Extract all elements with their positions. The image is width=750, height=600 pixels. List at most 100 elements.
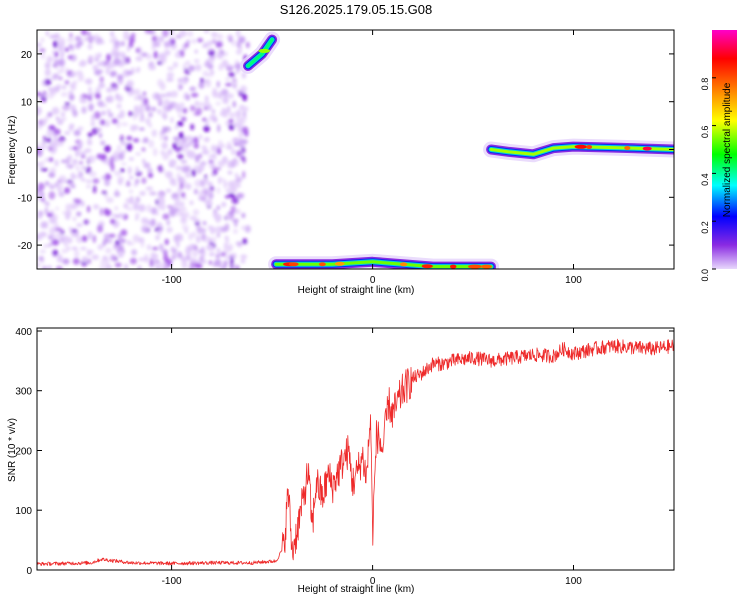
noise-blob (106, 257, 110, 266)
noise-blob (60, 50, 65, 57)
noise-blob (215, 42, 223, 48)
noise-blob (110, 49, 117, 58)
noise-blob (127, 111, 134, 117)
noise-blob (97, 244, 104, 251)
noise-blob (47, 111, 53, 118)
noise-blob (148, 139, 155, 148)
noise-blob (170, 246, 175, 253)
noise-blob (121, 122, 129, 126)
tone-hotspot (450, 264, 457, 269)
noise-blob (39, 231, 47, 238)
noise-blob (177, 121, 184, 127)
y-tick-label: 20 (21, 50, 33, 61)
noise-blob (44, 157, 50, 162)
noise-blob (75, 70, 83, 76)
noise-blob (86, 258, 92, 264)
noise-blob (225, 83, 233, 87)
noise-blob (158, 243, 164, 251)
noise-blob (123, 202, 129, 209)
noise-blob (191, 169, 197, 177)
noise-blob (151, 246, 159, 251)
noise-blob (141, 217, 148, 224)
noise-blob (98, 132, 103, 139)
noise-blob (155, 234, 160, 241)
noise-blob (100, 259, 107, 266)
noise-blob (153, 50, 158, 59)
noise-blob (138, 50, 144, 56)
noise-blob (169, 207, 177, 216)
noise-blob (95, 128, 102, 132)
noise-blob (39, 191, 45, 198)
noise-blob (58, 76, 63, 81)
noise-blob (180, 160, 188, 164)
x-tick-label: 0 (370, 576, 376, 587)
noise-blob (44, 62, 51, 69)
noise-blob (37, 234, 41, 241)
noise-blob (166, 77, 174, 82)
noise-blob (225, 213, 232, 220)
noise-blob (127, 200, 135, 205)
noise-blob (77, 143, 83, 150)
noise-blob (230, 256, 234, 265)
noise-blob (210, 186, 214, 191)
noise-blob (224, 195, 231, 199)
noise-blob (112, 44, 120, 49)
noise-blob (109, 254, 117, 262)
noise-blob (166, 219, 171, 226)
noise-blob (63, 242, 68, 247)
noise-blob (88, 39, 93, 44)
noise-blob (181, 225, 189, 231)
noise-blob (48, 172, 56, 178)
noise-blob (182, 107, 188, 114)
noise-blob (67, 73, 73, 78)
noise-blob (61, 85, 67, 90)
noise-blob (241, 139, 248, 145)
noise-blob (139, 191, 146, 196)
noise-blob (126, 80, 134, 88)
noise-blob (51, 107, 60, 115)
noise-blob (181, 261, 188, 269)
noise-blob (123, 263, 129, 269)
noise-blob (52, 73, 59, 80)
noise-blob (50, 226, 57, 230)
spectrogram-y-ticks: -20 -10 0 10 20 (18, 50, 674, 252)
noise-blob (113, 150, 119, 156)
noise-blob (68, 90, 74, 96)
noise-blob (236, 49, 242, 55)
noise-blob (228, 181, 235, 189)
noise-blob (194, 100, 199, 107)
noise-blob (237, 194, 244, 200)
noise-blob (120, 41, 125, 47)
noise-blob (64, 102, 71, 106)
noise-blob (241, 71, 247, 79)
noise-blob (40, 141, 46, 149)
noise-blob (161, 202, 166, 212)
noise-blob (76, 235, 84, 244)
noise-blob (66, 245, 71, 252)
noise-blob (139, 118, 146, 122)
noise-blob (51, 91, 57, 97)
noise-blob (105, 209, 112, 217)
noise-blob (61, 248, 68, 254)
noise-blob (71, 232, 76, 238)
noise-blob (106, 197, 114, 204)
noise-blob (157, 108, 161, 115)
x-tick-label: 100 (565, 576, 582, 587)
noise-blob (102, 159, 109, 164)
noise-blob (202, 79, 209, 83)
noise-blob (230, 205, 237, 215)
noise-blob (178, 201, 185, 208)
noise-blob (216, 205, 221, 211)
noise-blob (241, 225, 247, 231)
noise-blob (113, 243, 120, 249)
noise-blob (232, 83, 237, 89)
noise-blob (175, 200, 180, 205)
noise-blob (160, 249, 168, 254)
noise-blob (128, 157, 134, 161)
noise-blob (129, 257, 137, 265)
noise-blob (45, 30, 49, 36)
noise-blob (76, 223, 83, 227)
noise-blob (144, 30, 152, 34)
noise-blob (137, 265, 142, 269)
